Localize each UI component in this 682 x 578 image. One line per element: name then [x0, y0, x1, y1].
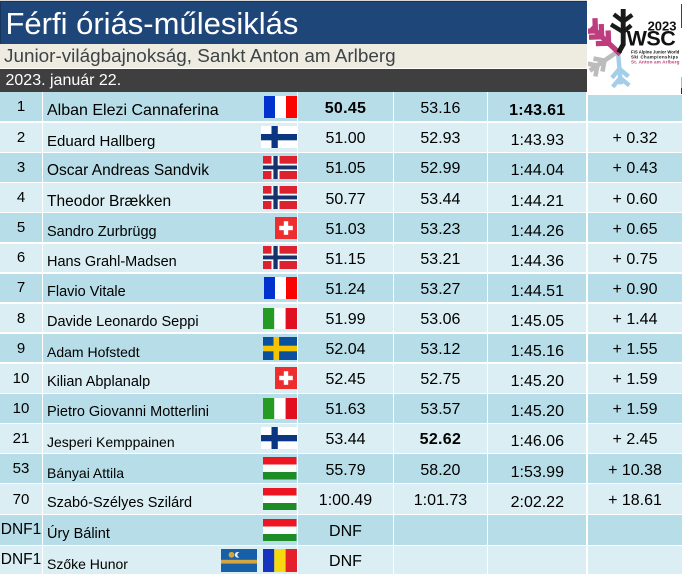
svg-text:St. Anton am Arlberg: St. Anton am Arlberg [631, 60, 680, 65]
svg-text:2023: 2023 [648, 18, 677, 33]
svg-text:Ski Championships: Ski Championships [631, 54, 679, 59]
svg-text:FIS Alpine Junior World: FIS Alpine Junior World [631, 50, 680, 55]
svg-text:WSC: WSC [627, 27, 676, 51]
